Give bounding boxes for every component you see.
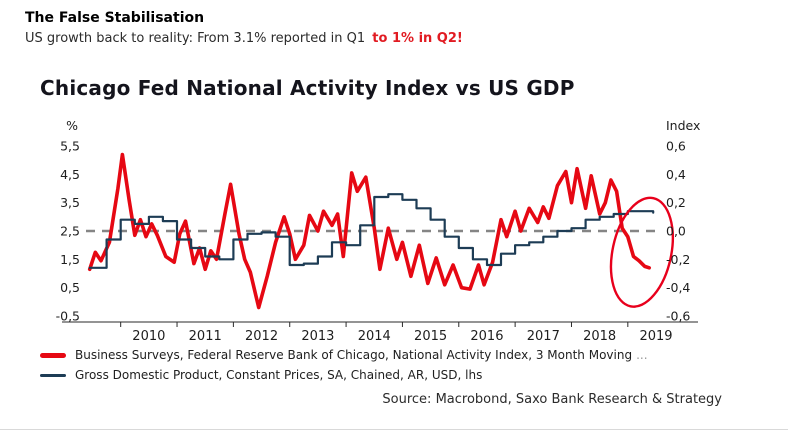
left-axis-tick-label: 1,5	[60, 252, 80, 267]
x-axis-year-label: 2010	[132, 329, 165, 344]
x-axis-year-label: 2017	[527, 329, 560, 344]
right-axis-tick-label: 0,0	[666, 224, 686, 239]
subheadline: US growth back to reality: From 3.1% rep…	[25, 31, 463, 46]
left-axis-tick-label: 3,5	[60, 195, 80, 210]
x-axis-year-label: 2011	[189, 329, 222, 344]
right-axis-tick-label: 0,2	[666, 195, 686, 210]
right-axis-tick-label: -0,2	[666, 252, 690, 267]
x-axis-year-label: 2012	[245, 329, 278, 344]
left-axis-tick-label: 4,5	[60, 167, 80, 182]
right-axis-tick-label: 0,4	[666, 167, 686, 182]
right-axis-tick-label: -0,4	[666, 280, 690, 295]
right-axis-unit-label: Index	[666, 118, 700, 133]
subheadline-text: US growth back to reality: From 3.1% rep…	[25, 31, 366, 46]
legend-swatch	[40, 352, 66, 358]
legend: Business Surveys, Federal Reserve Bank o…	[40, 345, 648, 385]
legend-label: Gross Domestic Product, Constant Prices,…	[75, 368, 483, 382]
left-axis-unit-label: %	[66, 118, 78, 133]
x-axis-year-label: 2018	[583, 329, 616, 344]
business-surveys-line	[87, 152, 651, 310]
gdp-line	[88, 193, 655, 269]
x-axis-year-label: 2014	[358, 329, 391, 344]
chart-title: Chicago Fed National Activity Index vs U…	[40, 76, 575, 100]
left-axis-tick-label: 0,5	[60, 280, 80, 295]
legend-ellipsis: ...	[636, 348, 648, 362]
legend-swatch	[40, 373, 66, 377]
left-axis-tick-label: -0,5	[56, 309, 80, 324]
left-axis-tick-label: 5,5	[60, 139, 80, 154]
legend-label: Business Surveys, Federal Reserve Bank o…	[75, 348, 633, 362]
headline: The False Stabilisation	[25, 10, 205, 26]
x-axis-year-label: 2019	[639, 329, 672, 344]
legend-item: Gross Domestic Product, Constant Prices,…	[40, 365, 648, 385]
right-axis-tick-label: -0,6	[666, 309, 690, 324]
source-credit: Source: Macrobond, Saxo Bank Research & …	[382, 392, 722, 407]
legend-item: Business Surveys, Federal Reserve Bank o…	[40, 345, 648, 365]
x-axis-year-label: 2013	[301, 329, 334, 344]
highlight-ellipse	[609, 196, 674, 308]
subheadline-highlight: to 1% in Q2!	[372, 31, 463, 46]
x-axis-year-label: 2015	[414, 329, 447, 344]
left-axis-tick-label: 2,5	[60, 224, 80, 239]
x-axis-year-label: 2016	[470, 329, 503, 344]
right-axis-tick-label: 0,6	[666, 139, 686, 154]
